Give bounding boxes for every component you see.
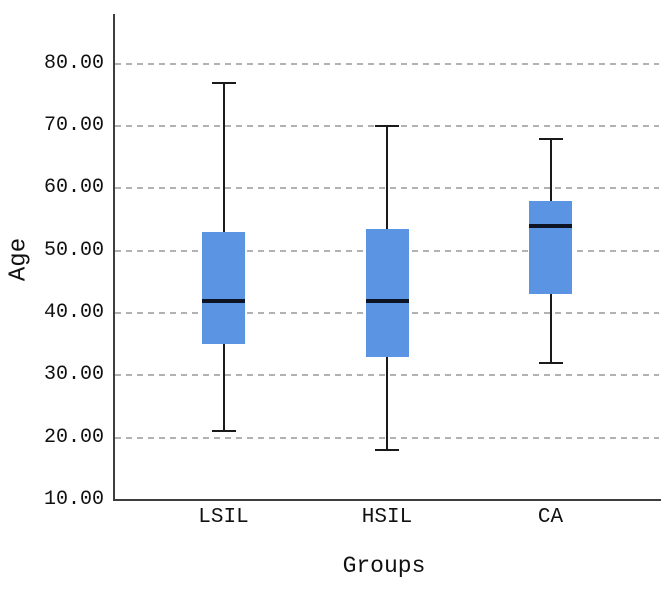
median-line [529, 223, 572, 228]
box-iqr [529, 200, 572, 295]
x-axis-line [113, 499, 661, 501]
box-iqr [365, 228, 409, 357]
x-category-label: LSIL [198, 506, 249, 529]
x-category-label: CA [537, 506, 564, 529]
whisker-cap-min [538, 361, 563, 364]
whisker-cap-min [211, 430, 236, 433]
whisker-cap-max [538, 137, 563, 140]
y-tick-label: 30.00 [43, 363, 104, 387]
whisker-cap-max [375, 125, 399, 128]
y-tick-label: 60.00 [43, 176, 104, 200]
y-tick-label: 10.00 [43, 488, 104, 511]
y-tick-label: 50.00 [43, 238, 104, 262]
whisker-cap-min [375, 449, 399, 452]
median-line [202, 298, 245, 303]
x-axis-title: Groups [342, 553, 426, 579]
median-line [365, 298, 409, 303]
whisker-cap-max [211, 81, 236, 84]
gridline [115, 62, 659, 65]
y-tick-label: 80.00 [43, 51, 104, 75]
box-iqr [202, 232, 245, 345]
y-tick-label: 70.00 [43, 114, 104, 138]
y-axis-line [113, 14, 115, 501]
x-category-label: HSIL [361, 506, 413, 529]
y-tick-label: 40.00 [43, 301, 104, 325]
y-tick-label: 20.00 [43, 425, 104, 449]
